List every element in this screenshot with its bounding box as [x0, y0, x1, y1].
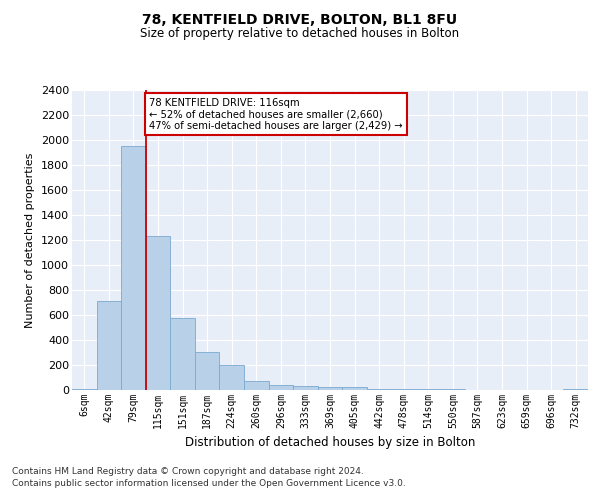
Bar [318, 387, 342, 390]
Bar [244, 380, 269, 390]
Bar [146, 236, 170, 390]
Bar [97, 301, 121, 390]
Bar [293, 386, 318, 390]
Text: Contains HM Land Registry data © Crown copyright and database right 2024.: Contains HM Land Registry data © Crown c… [12, 468, 364, 476]
Text: Size of property relative to detached houses in Bolton: Size of property relative to detached ho… [140, 28, 460, 40]
Bar [269, 385, 293, 390]
Text: 78, KENTFIELD DRIVE, BOLTON, BL1 8FU: 78, KENTFIELD DRIVE, BOLTON, BL1 8FU [142, 12, 458, 26]
Bar [440, 388, 465, 390]
Bar [170, 318, 195, 390]
X-axis label: Distribution of detached houses by size in Bolton: Distribution of detached houses by size … [185, 436, 475, 450]
Bar [121, 146, 146, 390]
Y-axis label: Number of detached properties: Number of detached properties [25, 152, 35, 328]
Text: Contains public sector information licensed under the Open Government Licence v3: Contains public sector information licen… [12, 479, 406, 488]
Bar [72, 389, 97, 390]
Bar [195, 352, 220, 390]
Bar [563, 389, 588, 390]
Bar [220, 365, 244, 390]
Text: 78 KENTFIELD DRIVE: 116sqm
← 52% of detached houses are smaller (2,660)
47% of s: 78 KENTFIELD DRIVE: 116sqm ← 52% of deta… [149, 98, 403, 130]
Bar [367, 389, 391, 390]
Bar [342, 386, 367, 390]
Bar [391, 389, 416, 390]
